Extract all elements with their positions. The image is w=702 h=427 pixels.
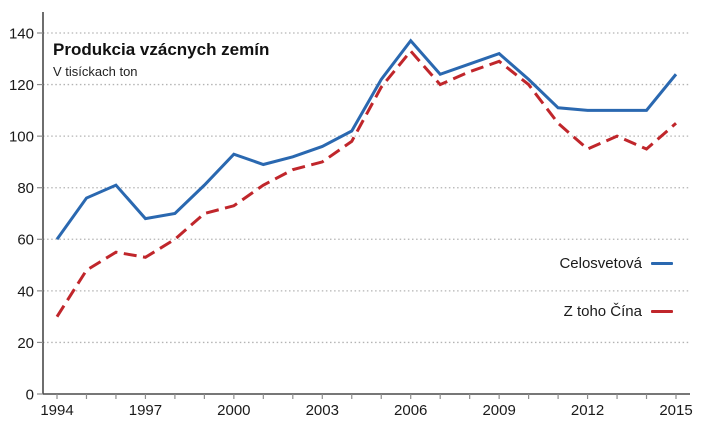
y-tick-label: 0	[26, 386, 34, 403]
y-tick-label: 140	[9, 25, 34, 42]
legend-swatch-red-line-icon	[651, 310, 673, 313]
x-tick-label: 2009	[482, 402, 515, 419]
legend-label-celosvetova: Celosvetová	[559, 255, 642, 272]
legend-item-celosvetova: Celosvetová	[559, 255, 673, 272]
x-tick-label: 2015	[659, 402, 692, 419]
series-line-celosvetov-	[55, 38, 678, 241]
x-tick-label: 2000	[217, 402, 250, 419]
series-line-z-toho-na	[55, 48, 677, 318]
legend-swatch-blue-line-icon	[651, 262, 673, 265]
chart-subtitle: V tisíckach ton	[53, 64, 138, 79]
y-tick-label: 20	[17, 335, 34, 352]
x-tick-label: 1994	[40, 402, 73, 419]
x-tick-label: 2006	[394, 402, 427, 419]
y-tick-label: 80	[17, 180, 34, 197]
y-tick-label: 100	[9, 129, 34, 146]
legend-label-z-toho-cina: Z toho Čína	[563, 303, 642, 320]
y-tick-label: 40	[17, 283, 34, 300]
chart-title: Produkcia vzácnych zemín	[53, 40, 270, 59]
y-tick-label: 60	[17, 232, 34, 249]
x-tick-label: 1997	[129, 402, 162, 419]
x-tick-label: 2003	[306, 402, 339, 419]
legend-item-z-toho-cina: Z toho Čína	[564, 303, 673, 320]
y-tick-label: 120	[9, 77, 34, 94]
x-tick-label: 2012	[571, 402, 604, 419]
legend: Celosvetová Z toho Čína	[559, 255, 673, 320]
